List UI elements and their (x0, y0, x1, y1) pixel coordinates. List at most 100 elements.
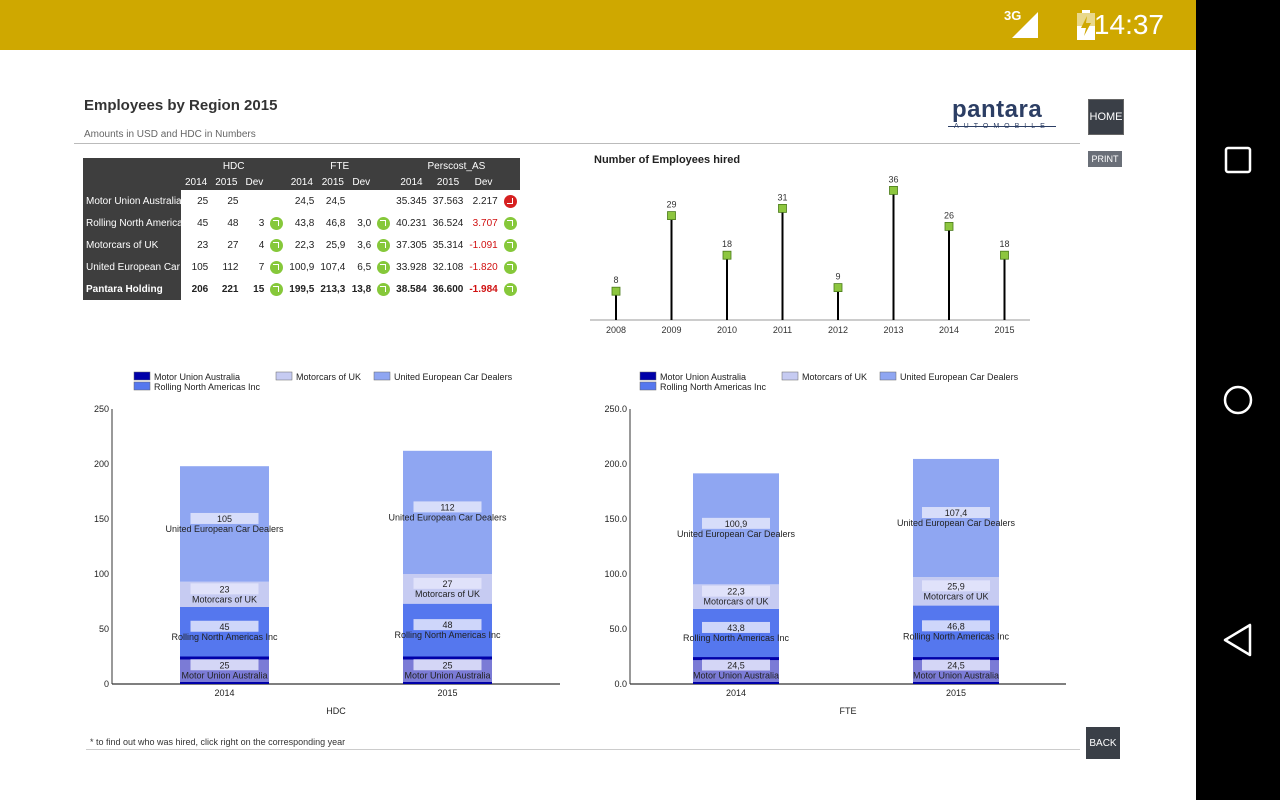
cell-fte-trend (374, 212, 393, 234)
cell-hdc-dev: 3 (258, 217, 265, 229)
label-bg (413, 659, 482, 671)
bar-segment[interactable] (403, 450, 492, 574)
data-point[interactable] (833, 283, 843, 293)
table-row[interactable]: Rolling North Americas Inc 45 48 3 43,8 46,8 3… (83, 212, 520, 234)
logo-text: pantara (952, 96, 1043, 123)
segment-name: Motorcars of UK (923, 591, 988, 601)
home-nav-button[interactable] (1214, 376, 1262, 424)
navigation-bar (1196, 0, 1280, 800)
x-axis-label: HDC (326, 706, 346, 716)
cell-hdc-2014: 45 (197, 217, 209, 229)
group-header-fte: FTE (286, 158, 394, 174)
legend-swatch (133, 381, 151, 391)
cell-pc-trend (501, 212, 520, 234)
hdc-stacked-chart[interactable]: Motor Union Australia Motorcars of UK Unit… (76, 366, 576, 722)
trend-up-icon (503, 216, 517, 230)
segment-value: 112 (440, 502, 454, 512)
back-button[interactable]: BACK (1086, 727, 1120, 759)
cell-pc-trend (501, 190, 520, 212)
cell-fte-dev: 3,6 (357, 239, 372, 251)
subheader: 2014 (393, 174, 430, 190)
cell-fte-2014: 22,3 (294, 239, 315, 251)
cell-hdc-2014: 25 (197, 195, 209, 207)
y-tick-label: 100 (94, 569, 109, 579)
tick-label: 2008 (606, 325, 626, 335)
back-nav-button[interactable] (1214, 616, 1262, 664)
y-tick-label: 200 (94, 459, 109, 469)
data-point[interactable] (722, 250, 732, 260)
page-title: Employees by Region 2015 (84, 97, 278, 114)
table-row[interactable]: Motorcars of UK 23 27 4 22,3 25,9 3,6 37.305 35.… (83, 234, 520, 256)
data-point[interactable] (611, 286, 621, 296)
segment-value: 107,4 (945, 508, 968, 518)
y-tick-label: 250.0 (604, 404, 627, 414)
home-button[interactable]: HOME (1088, 99, 1124, 135)
data-label: 26 (944, 210, 954, 220)
trend-up-icon (270, 260, 284, 274)
data-point[interactable] (1000, 250, 1009, 260)
bar-segment[interactable] (913, 458, 999, 578)
print-button[interactable]: PRINT (1088, 151, 1122, 167)
legend-label: Motorcars of UK (296, 372, 361, 382)
cell-hdc-2015: 221 (221, 283, 239, 295)
clock: 14:37 (1093, 9, 1164, 40)
label-bg (922, 659, 990, 671)
trend-up-icon (503, 282, 517, 296)
data-label: 18 (999, 239, 1009, 249)
y-tick-label: 50.0 (609, 624, 627, 634)
trend-down-icon (503, 194, 517, 208)
fte-stacked-chart[interactable]: Motor Union Australia Motorcars of UK Unit… (586, 366, 1080, 722)
cell-pc-2014: 38.584 (396, 283, 427, 295)
data-point[interactable] (778, 204, 787, 213)
subheader: Dev (348, 174, 375, 190)
cell-pc-dev: 2.217 (472, 195, 498, 207)
header-divider (74, 143, 1080, 144)
subheader: 2014 (286, 174, 318, 190)
segment-name: United European Car Dealers (897, 518, 1016, 528)
data-point[interactable] (944, 222, 954, 231)
subheader: 2015 (317, 174, 349, 190)
segment-value: 105 (217, 514, 232, 524)
table-row[interactable]: United European Car Dealers 105 112 7 100,9 1… (83, 256, 520, 278)
chart-title: Number of Employees hired (594, 154, 740, 166)
hired-chart[interactable]: Number of Employees hired 8 2008 29 2009 18 20… (586, 148, 1046, 340)
segment-name: United European Car Dealers (677, 529, 796, 539)
bar-base (180, 682, 269, 684)
cell-pc-dev: -1.984 (469, 283, 498, 295)
row-name: Rolling North Americas Inc (83, 212, 181, 234)
cell-pc-dev: 3.707 (472, 217, 498, 229)
table-row[interactable]: Motor Union Australia 25 25 24,5 24,5 35.345 3… (83, 190, 520, 212)
bar-segment-edge (403, 656, 492, 660)
data-label: 31 (777, 192, 787, 202)
tick-label: 2011 (773, 325, 792, 335)
segment-value: 45 (219, 622, 229, 632)
segment-value: 27 (442, 579, 452, 589)
x-axis-label: FTE (840, 706, 857, 716)
trend-up-icon (377, 260, 391, 274)
data-point[interactable] (889, 186, 898, 195)
cell-hdc-trend (267, 234, 286, 256)
label-bg (922, 620, 990, 632)
legend-swatch (639, 381, 657, 391)
cell-hdc-2014: 206 (191, 283, 209, 295)
cell-pc-2015: 36.524 (432, 217, 464, 229)
legend-swatch (373, 371, 391, 381)
data-point[interactable] (667, 211, 676, 220)
segment-name: Motorcars of UK (192, 594, 257, 604)
segment-value: 25,9 (947, 581, 965, 591)
company-logo: pantara AUTOMOBILE (946, 96, 1058, 136)
legend-swatch (879, 371, 897, 381)
recents-button[interactable] (1214, 136, 1262, 184)
trend-up-icon (377, 216, 391, 230)
cell-pc-2014: 33.928 (396, 261, 427, 273)
table-row[interactable]: Pantara Holding 206 221 15 199,5 213,3 13,8 38.… (83, 278, 520, 300)
footer-divider (86, 749, 1080, 750)
tick-label: 2012 (828, 325, 848, 335)
segment-value: 46,8 (947, 621, 965, 631)
bar-segment-edge (693, 657, 779, 661)
bar-segment[interactable] (180, 466, 269, 582)
bar-segment[interactable] (913, 605, 999, 658)
cell-hdc-2015: 48 (227, 217, 239, 229)
segment-value: 22,3 (727, 587, 745, 597)
subheader: 2014 (181, 174, 212, 190)
